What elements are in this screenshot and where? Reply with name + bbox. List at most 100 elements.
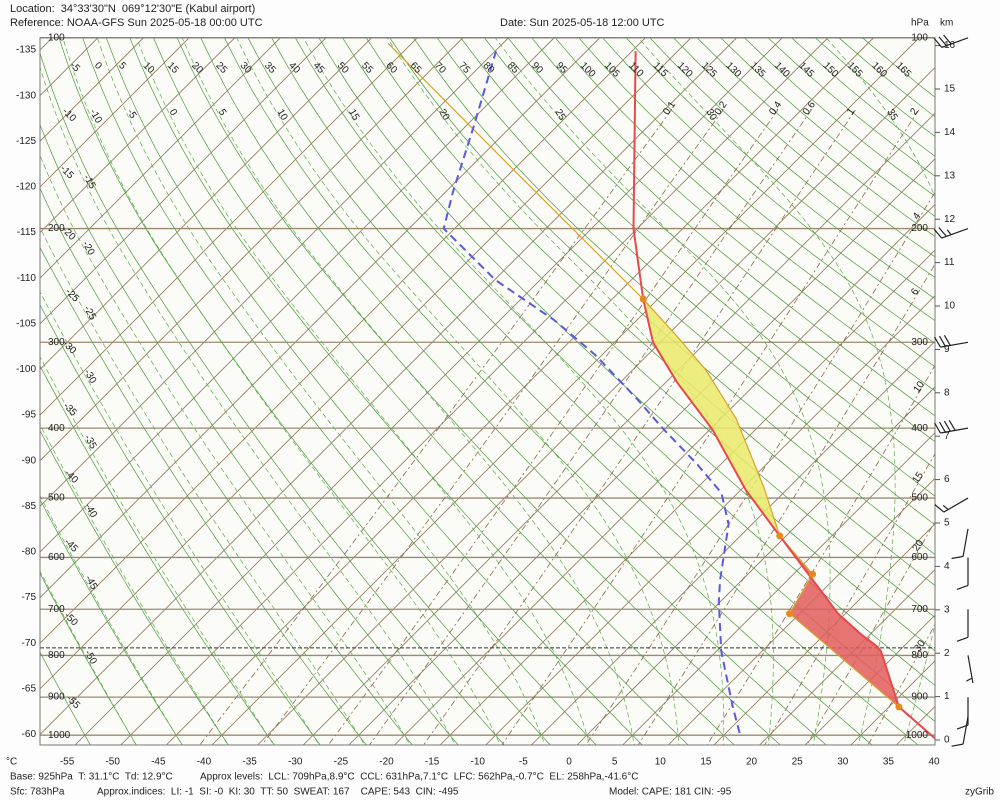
dry-adiabat	[484, 37, 935, 443]
pressure-label-right: 200	[911, 223, 928, 234]
isotherm	[40, 37, 555, 553]
pressure-label-right: 500	[911, 493, 928, 504]
footer-model: Model: CAPE: 181 CIN: -95	[609, 787, 732, 798]
dry-adiabat	[555, 37, 935, 368]
level-marker	[786, 610, 794, 618]
mixing-ratio-line	[423, 109, 856, 745]
isotherm	[394, 203, 935, 745]
km-label: 1	[944, 691, 950, 702]
km-label: 5	[944, 518, 950, 529]
wind-barb	[966, 655, 974, 684]
isotherm	[531, 340, 935, 745]
isotherm	[40, 37, 327, 325]
wind-barb	[933, 34, 969, 48]
dry-adiabat	[40, 498, 183, 745]
isotherm	[667, 477, 935, 745]
date: Date: Sun 2025-05-18 12:00 UTC	[500, 17, 665, 29]
wind-barb	[933, 227, 969, 239]
dry-adiabat	[153, 37, 735, 745]
isotherm	[40, 37, 372, 370]
x-tick-label: 0	[566, 757, 572, 768]
wind-barb	[934, 419, 969, 434]
brand: zyGrib	[965, 787, 994, 798]
dry-adiabat	[176, 37, 781, 745]
mixing-ratio-line	[637, 263, 935, 745]
isotherm	[759, 568, 935, 745]
dry-adiabat	[389, 37, 935, 556]
isotherm	[302, 112, 935, 745]
km-label: 0	[944, 735, 950, 746]
isotherm	[40, 37, 692, 690]
dry-adiabat	[318, 37, 935, 652]
dry-adiabat	[413, 37, 935, 526]
moist-adiabat	[40, 290, 320, 745]
moist-adiabat-label: 15	[346, 107, 361, 123]
pressure-label-left: 100	[48, 32, 65, 43]
dry-adiabat	[40, 304, 321, 745]
dry-adiabat	[40, 187, 413, 745]
dry-adiabat	[40, 123, 459, 745]
moist-adiabat-label: 20	[436, 107, 451, 123]
left-tick-label: -135	[16, 45, 36, 56]
x-tick-label: 25	[792, 757, 804, 768]
left-tick-label: -75	[22, 592, 37, 603]
dry-adiabat	[365, 37, 935, 586]
moist-adiabat	[62, 37, 501, 745]
dry-adiabat	[129, 37, 689, 745]
x-tick-label: 35	[883, 757, 895, 768]
dry-adiabat	[40, 246, 367, 745]
mixing-ratio-label: 2	[908, 106, 920, 117]
x-tick-label: -35	[242, 757, 257, 768]
km-label: 7	[944, 431, 950, 442]
km-label: 4	[944, 561, 950, 572]
height-unit: km	[940, 18, 953, 29]
temperature-line	[632, 51, 935, 740]
isotherm	[120, 37, 829, 745]
mixing-ratio-label: 6	[909, 286, 921, 297]
dry-adiabat	[460, 37, 935, 469]
km-label: 16	[944, 40, 956, 51]
isotherm	[40, 37, 281, 279]
isotherm	[40, 37, 601, 599]
footer-base: Base: 925hPa T: 31.1°C Td: 12.9°C	[10, 772, 173, 783]
moist-adiabat	[40, 66, 456, 745]
pressure-label-right: 300	[911, 337, 928, 348]
moist-adiabat	[40, 495, 183, 745]
isotherm	[40, 37, 464, 462]
moist-adiabat	[181, 37, 635, 745]
dry-adiabat	[40, 651, 91, 745]
mixing-ratio-line	[585, 191, 935, 745]
dry-adiabat	[578, 37, 935, 344]
dry-adiabat	[531, 37, 935, 392]
mixing-ratio-label: 4	[911, 210, 923, 221]
km-label: 14	[944, 127, 956, 138]
moist-adiabat	[40, 154, 411, 745]
pressure-label-left: 200	[48, 223, 65, 234]
level-marker	[776, 532, 784, 540]
level-marker	[639, 295, 647, 303]
x-tick-label: -55	[60, 757, 75, 768]
wind-barb	[951, 716, 969, 747]
footer-levels: Approx levels: LCL: 709hPa,8.9°C CCL: 63…	[200, 772, 638, 783]
mixing-ratio-label: 1	[845, 106, 857, 117]
dry-adiabat	[294, 37, 935, 686]
left-tick-label: -105	[16, 318, 36, 329]
left-tick-label: -70	[22, 638, 37, 649]
pressure-label-left: 700	[48, 604, 65, 615]
km-label: 6	[944, 474, 950, 485]
wind-barb	[956, 557, 969, 590]
temperature-unit: °C	[6, 757, 17, 768]
pressure-label-right: 600	[911, 552, 928, 563]
x-tick-label: 20	[746, 757, 758, 768]
footer-indices: Approx.indices: LI: -1 SI: -0 KI: 30 TT:…	[97, 787, 459, 798]
moist-adiabat	[40, 356, 275, 745]
isotherm	[576, 386, 935, 745]
moist-adiabat	[40, 570, 137, 745]
moist-adiabat-label: 30	[703, 107, 718, 123]
moist-adiabat	[236, 37, 680, 745]
moist-adiabat-label: 5	[216, 107, 229, 118]
km-label: 13	[944, 170, 956, 181]
